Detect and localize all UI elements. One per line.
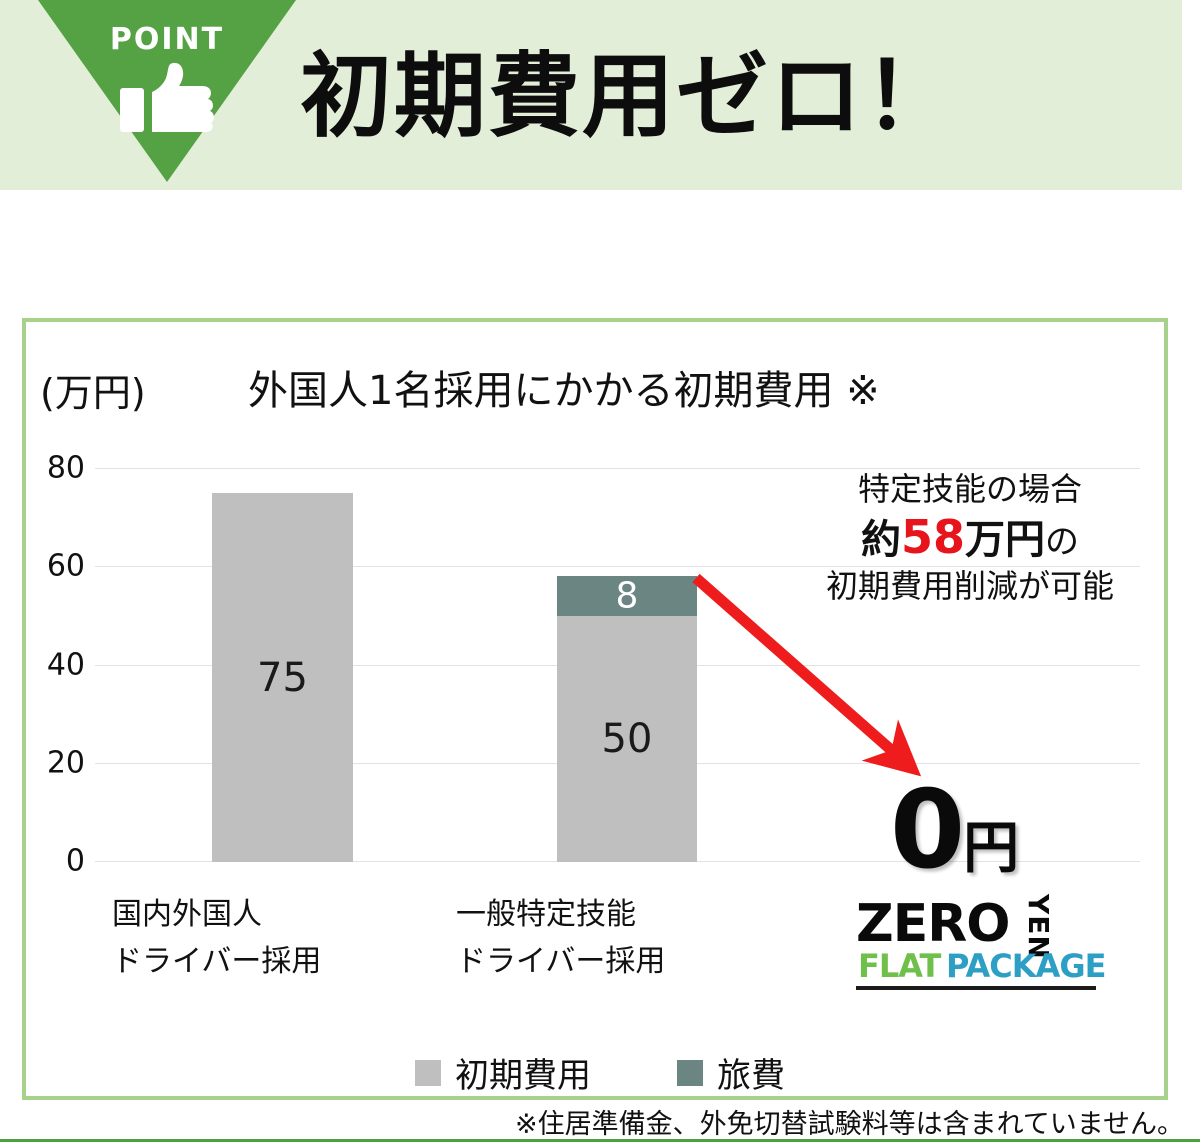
x-axis-label-category-2: 一般特定技能 ドライバー採用 — [456, 892, 666, 985]
gridline-60 — [95, 566, 1140, 567]
zero-amount: 0 — [890, 768, 965, 893]
annotation-line-1: 特定技能の場合 — [857, 470, 1082, 508]
legend-label-travel-cost: 旅費 — [717, 1056, 785, 1096]
legend-item-initial-cost: 初期費用 — [415, 1048, 591, 1097]
x-axis-label-category-1: 国内外国人 ドライバー採用 — [112, 892, 322, 985]
zero-yen-callout: 0円 — [890, 768, 1019, 893]
point-badge-label: POINT — [109, 22, 225, 57]
y-tick-label-40: 40 — [46, 647, 85, 683]
x-axis-label-1-line-1: 国内外国人 — [112, 897, 262, 932]
logo-word-zero: ZERO — [856, 894, 1010, 954]
bar-value-label-75: 75 — [257, 654, 308, 701]
legend-label-initial-cost: 初期費用 — [455, 1056, 591, 1096]
legend-item-travel-cost: 旅費 — [677, 1048, 785, 1097]
annotation-line-3: 初期費用削減が可能 — [825, 567, 1114, 606]
x-axis-label-2-line-2: ドライバー採用 — [456, 943, 666, 979]
bar-specified-skill-driver: 8 50 — [557, 576, 697, 862]
legend-swatch-initial-cost — [415, 1059, 441, 1086]
bottom-divider — [0, 1139, 1200, 1142]
zero-currency: 円 — [963, 816, 1020, 881]
logo-word-flat: FLAT — [858, 947, 941, 985]
bar-segment-travel-cost: 8 — [557, 575, 697, 617]
chart-title: 外国人1名採用にかかる初期費用 ※ — [248, 368, 880, 414]
annotation-unit: 万円 — [965, 517, 1045, 564]
bar-segment-initial-cost: 75 — [212, 493, 353, 862]
logo-underline — [856, 986, 1096, 990]
x-axis-label-2-line-1: 一般特定技能 — [456, 897, 636, 932]
gridline-80 — [95, 468, 1140, 469]
y-tick-label-80: 80 — [46, 450, 85, 486]
annotation-line-2: 約58万円の — [790, 509, 1150, 566]
x-axis-label-1-line-2: ドライバー採用 — [112, 943, 322, 979]
savings-annotation: 特定技能の場合 約58万円の 初期費用削減が可能 — [790, 470, 1150, 606]
annotation-prefix: 約 — [860, 517, 901, 564]
red-arrow-icon — [692, 573, 922, 777]
annotation-amount: 58 — [900, 510, 965, 565]
bar-value-label-50: 50 — [601, 716, 653, 762]
thumbs-up-icon — [120, 62, 214, 132]
page-title: 初期費用ゼロ！ — [300, 43, 959, 150]
y-tick-label-20: 20 — [46, 745, 85, 781]
logo-word-package: PACKAGE — [946, 947, 1106, 985]
zero-yen-flat-package-logo: ZERO YEN FLAT PACKAGE — [856, 894, 1106, 990]
legend-swatch-travel-cost — [677, 1059, 703, 1086]
bar-domestic-foreign-driver: 75 — [212, 493, 353, 862]
bar-segment-initial-cost-2: 50 — [557, 616, 697, 862]
chart-legend: 初期費用 旅費 — [0, 1048, 1200, 1097]
annotation-suffix: の — [1045, 522, 1079, 563]
bar-value-label-8: 8 — [615, 575, 639, 617]
plot-area: 80 60 40 20 0 75 8 50 — [47, 451, 1140, 879]
footnote-text: ※住居準備金、外免切替試験料等は含まれていません。 — [514, 1109, 1184, 1140]
y-axis-unit-label: (万円) — [40, 371, 146, 415]
y-tick-label-60: 60 — [46, 548, 85, 584]
y-tick-label-0: 0 — [65, 843, 85, 879]
